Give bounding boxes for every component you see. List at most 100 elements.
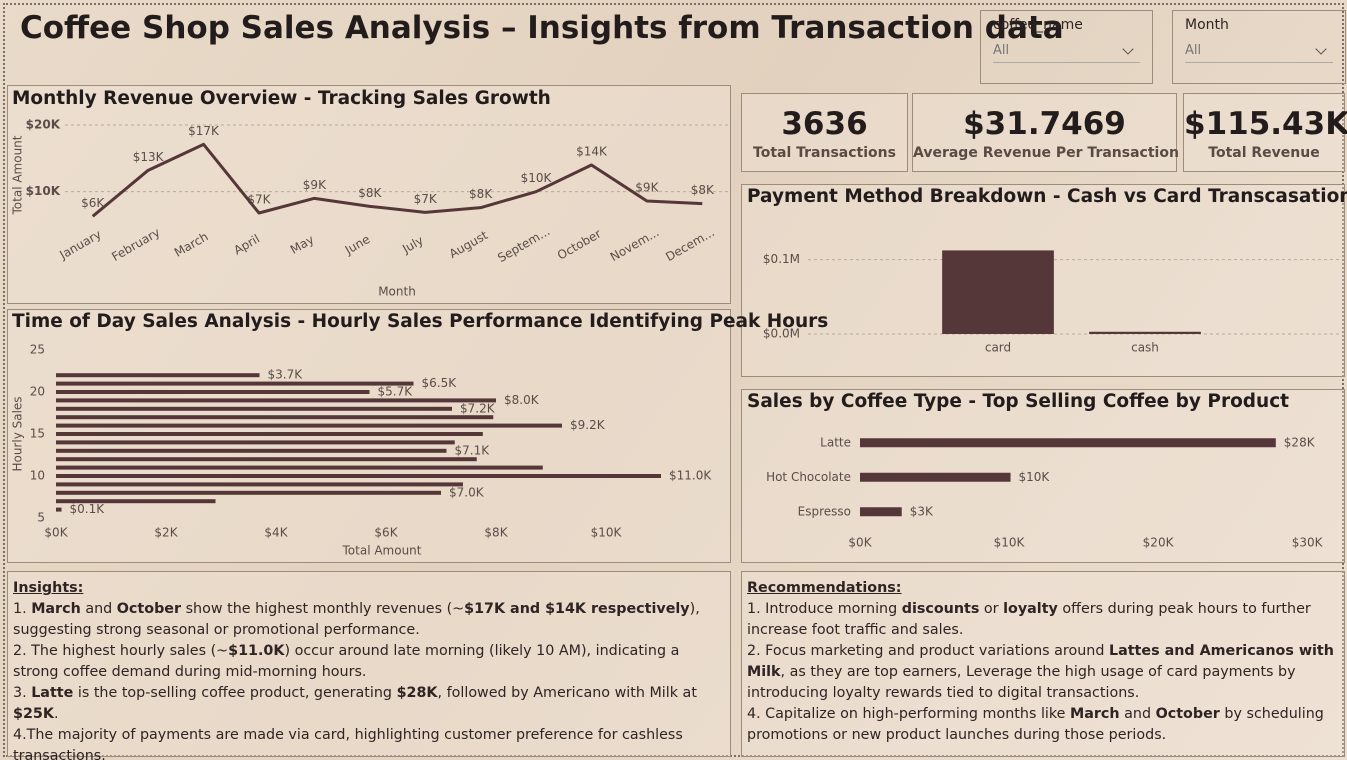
x-tick-label: $0K — [44, 526, 68, 540]
kpi-value: $31.7469 — [963, 106, 1126, 142]
chart-title: Monthly Revenue Overview - Tracking Sale… — [12, 88, 551, 109]
data-label: $10K — [521, 171, 553, 185]
data-label: $8K — [358, 186, 382, 200]
bar — [56, 499, 216, 504]
data-label: $5.7K — [378, 385, 414, 399]
text: . — [53, 706, 59, 722]
x-tick-label: $4K — [264, 526, 288, 540]
kpi-label: Total Transactions — [753, 145, 896, 161]
text-item: 4.The majority of payments are made via … — [13, 725, 725, 760]
bar — [56, 457, 477, 462]
recommendations-panel: Recommendations: 1. Introduce morning di… — [741, 571, 1345, 757]
bold-text: October — [1155, 706, 1220, 722]
bar — [56, 373, 260, 378]
bar — [860, 507, 902, 517]
bold-text: $11.0K — [228, 643, 285, 659]
x-tick-label: Decem... — [663, 225, 717, 264]
x-tick-label: June — [342, 232, 373, 258]
y-tick-label: $0.0M — [763, 327, 800, 341]
x-tick-label: Novem... — [608, 225, 662, 264]
x-tick-label: January — [56, 227, 103, 262]
text: 4.The majority of payments are made via … — [13, 727, 683, 760]
x-tick-label: cash — [1131, 341, 1159, 355]
bar — [56, 432, 483, 436]
data-label: $3K — [910, 504, 934, 518]
x-tick-label: $20K — [1143, 536, 1175, 550]
x-tick-label: March — [172, 229, 211, 259]
data-label: $8K — [469, 187, 493, 201]
data-label: $0.1K — [70, 502, 106, 516]
x-tick-label: $10K — [994, 536, 1026, 550]
y-tick-label: $0.1M — [763, 252, 800, 266]
data-label: $7.0K — [449, 485, 485, 499]
bold-text: March — [1070, 706, 1120, 722]
text: , as they are top earners, Leverage the … — [747, 664, 1296, 701]
text: by scheduling promotions or new product … — [747, 706, 1324, 743]
y-tick-label: 10 — [30, 469, 45, 483]
data-label: $8.0K — [504, 393, 540, 407]
data-label: $7K — [247, 193, 271, 207]
text: is the top-selling coffee product, gener… — [73, 685, 397, 701]
data-label: $7.1K — [455, 443, 491, 457]
filter-value[interactable]: All — [993, 43, 1140, 63]
data-label: $13K — [133, 150, 165, 164]
filter[interactable]: Month All — [1172, 10, 1346, 84]
x-axis-label: Month — [378, 285, 416, 299]
kpi-card: $115.43K Total Revenue — [1183, 93, 1347, 172]
x-tick-label: July — [399, 233, 426, 256]
y-tick-label: $20K — [26, 118, 61, 132]
data-label: $9.2K — [570, 418, 606, 432]
bar — [56, 490, 441, 495]
filter-value[interactable]: All — [1185, 43, 1333, 63]
bar — [56, 465, 543, 470]
bold-text: Lattes and Americanos with Milk — [747, 643, 1334, 680]
text: 2. The highest hourly sales (~ — [13, 643, 229, 659]
data-label: $9K — [303, 178, 327, 192]
text: 4. Capitalize on high-performing months … — [747, 706, 1070, 722]
text: 3. — [13, 685, 32, 701]
x-tick-label: August — [447, 228, 491, 261]
bold-text: discounts — [901, 601, 980, 617]
insights-title: Insights: — [13, 580, 84, 596]
bar — [56, 398, 496, 403]
x-tick-label: $10K — [591, 526, 623, 540]
y-tick-label: 25 — [30, 343, 45, 357]
y-axis-label: Hourly Sales — [11, 396, 25, 471]
bar — [56, 381, 414, 386]
text: offers during peak hours to further incr… — [747, 601, 1311, 638]
page-title: Coffee Shop Sales Analysis – Insights fr… — [20, 10, 1064, 46]
data-label: $9K — [635, 181, 659, 195]
filter[interactable]: coffee_name All — [980, 10, 1153, 84]
filter-label: Month — [1185, 17, 1229, 33]
kpi-value: 3636 — [781, 106, 868, 142]
data-label: $11.0K — [669, 469, 712, 483]
y-tick-label: 5 — [37, 511, 45, 525]
y-tick-label: Latte — [820, 435, 851, 449]
data-label: $3.7K — [268, 368, 304, 382]
y-axis-label: Total Amount — [11, 135, 25, 215]
bar — [56, 482, 463, 487]
bar — [942, 250, 1054, 334]
bar — [56, 390, 370, 394]
bar — [56, 448, 447, 453]
x-tick-label: May — [288, 232, 316, 257]
text: , followed by Americano with Milk at — [437, 685, 697, 701]
kpi-card: 3636 Total Transactions — [741, 93, 908, 172]
text: 1. Introduce morning — [747, 601, 902, 617]
bold-text: $28K — [396, 685, 438, 701]
chart-title: Sales by Coffee Type - Top Selling Coffe… — [747, 391, 1289, 412]
bar — [56, 415, 494, 420]
text: and — [1119, 706, 1156, 722]
x-tick-label: $6K — [374, 526, 398, 540]
text-item: 3. Latte is the top-selling coffee produ… — [13, 683, 725, 725]
x-tick-label: $8K — [484, 526, 508, 540]
bold-text: October — [116, 601, 182, 617]
y-tick-label: $10K — [26, 184, 61, 198]
data-label: $6.5K — [422, 376, 458, 390]
y-tick-label: Espresso — [798, 504, 851, 518]
x-tick-label: card — [985, 341, 1011, 355]
y-tick-label: 20 — [30, 385, 45, 399]
data-label: $7.2K — [460, 401, 496, 415]
y-tick-label: 15 — [30, 427, 45, 441]
